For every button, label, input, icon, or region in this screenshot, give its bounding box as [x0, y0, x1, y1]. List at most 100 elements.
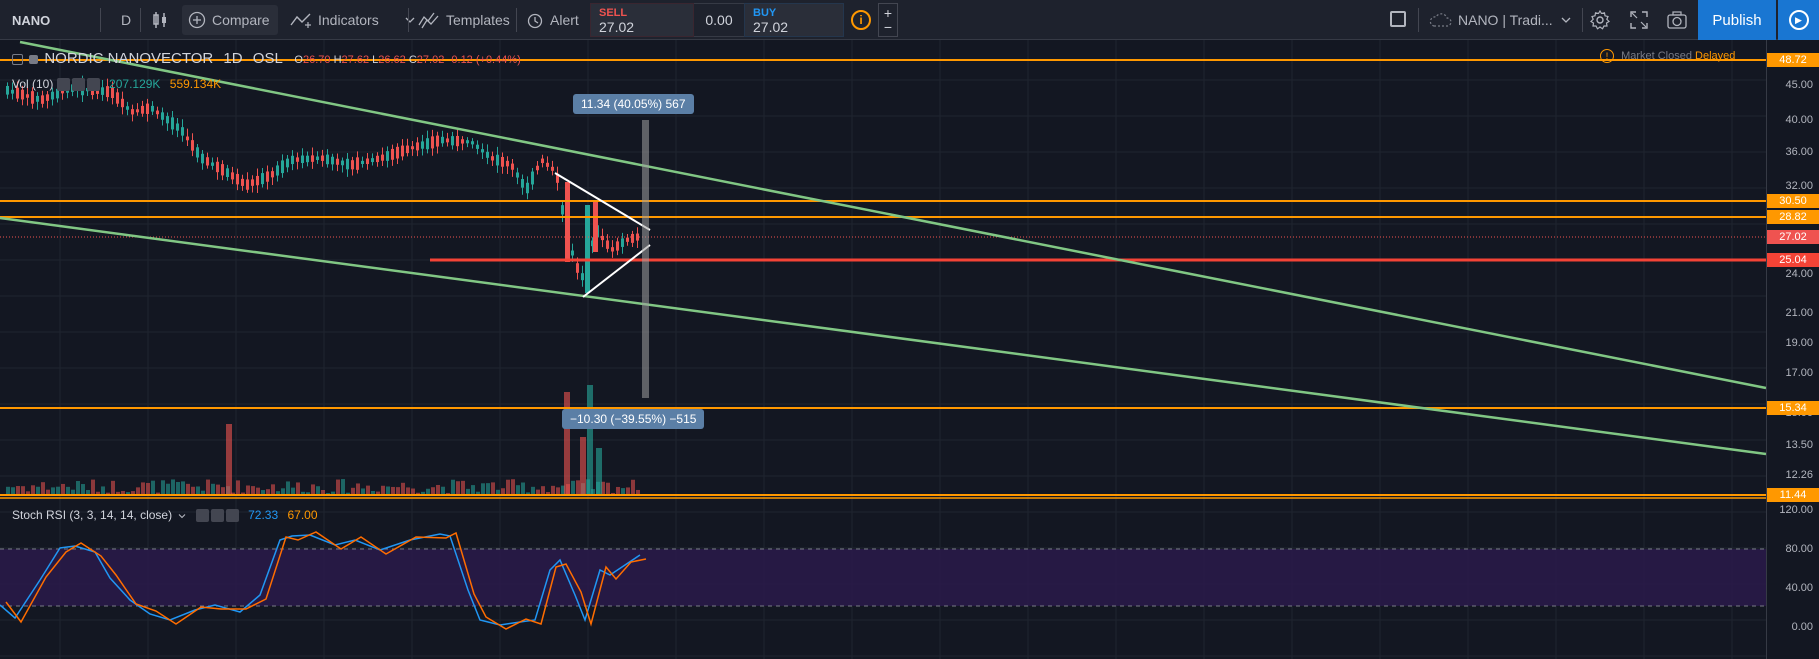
downtrend-upper-line[interactable]	[19, 40, 1767, 390]
alert-button[interactable]: Alert	[526, 0, 588, 40]
volume-bar	[41, 482, 45, 496]
toolbar-divider	[1418, 8, 1419, 32]
price-axis[interactable]: 45.00 40.00 36.00 32.00 24.00 21.00 19.0…	[1766, 40, 1819, 659]
fullscreen-toggle-button[interactable]: ▶	[1778, 0, 1819, 40]
volume-bar	[601, 481, 605, 496]
volume-bar	[456, 481, 460, 496]
price-tick: 17.00	[1785, 367, 1813, 379]
candle-body	[351, 160, 354, 170]
volume-bar	[311, 484, 315, 496]
stoch-rsi-k-line	[0, 533, 641, 626]
spread-value: 0.00	[694, 3, 744, 37]
candle-body	[156, 110, 159, 115]
volume-bar	[426, 488, 430, 496]
symbol-search[interactable]: NANO	[12, 12, 51, 28]
volume-bar	[486, 483, 490, 496]
chevron-down-icon[interactable]	[178, 513, 186, 519]
select-layout-icon[interactable]	[1390, 11, 1406, 27]
candle-body	[576, 263, 579, 273]
triangle-lower-line[interactable]	[582, 244, 651, 298]
triangle-upper-line[interactable]	[554, 172, 651, 231]
eye-icon[interactable]	[56, 78, 70, 92]
gear-icon[interactable]	[1589, 9, 1611, 31]
volume-bar	[536, 489, 540, 496]
camera-icon[interactable]	[1666, 9, 1688, 31]
volume-bar	[336, 479, 340, 496]
volume-bar	[381, 485, 385, 496]
candle-body	[541, 158, 544, 164]
ohlc-values: O26.70 H27.62 L26.62 C27.02 0.12 (+0.44%…	[294, 54, 520, 66]
volume-bar	[196, 486, 200, 496]
indicators-button[interactable]: Indicators	[290, 0, 415, 40]
volume-bar	[631, 479, 635, 496]
volume-bar	[571, 480, 575, 496]
decrease-button[interactable]: −	[883, 19, 893, 35]
collapse-icon[interactable]	[12, 53, 23, 65]
candle-body	[26, 94, 29, 98]
volume-bar	[216, 484, 220, 496]
candle-body	[626, 237, 629, 242]
volume-bar	[356, 483, 360, 496]
chart-type-button[interactable]	[148, 0, 172, 40]
volume-label[interactable]: Vol (10)	[12, 77, 54, 91]
price-range-measure[interactable]	[642, 120, 649, 398]
candle-body	[321, 155, 324, 161]
close-icon[interactable]	[86, 78, 100, 92]
eye-icon[interactable]	[195, 509, 209, 523]
compare-button[interactable]: Compare	[182, 5, 278, 35]
volume-bar	[564, 392, 570, 496]
buy-button[interactable]: BUY 27.02	[744, 3, 844, 37]
volume-bar	[51, 487, 55, 496]
volume-bar	[451, 479, 455, 496]
fullscreen-icon[interactable]	[1628, 9, 1650, 31]
candle-body	[231, 172, 234, 180]
close-icon[interactable]	[225, 509, 239, 523]
candle-body	[616, 241, 619, 251]
rsi-band	[0, 549, 1766, 606]
candles-icon	[153, 12, 166, 28]
candle-body	[336, 158, 339, 165]
volume-bar	[46, 489, 50, 496]
market-status-label: Market Closed	[1621, 49, 1692, 62]
volume-bar	[401, 482, 405, 496]
price-tick: 36.00	[1785, 146, 1813, 158]
interval-button[interactable]: D	[120, 12, 132, 28]
templates-button[interactable]: Templates	[418, 0, 510, 40]
layout-name-button[interactable]: NANO | Tradi...	[1428, 0, 1571, 40]
settings-icon[interactable]	[71, 78, 85, 92]
candle-body	[361, 160, 364, 165]
price-chart[interactable]	[0, 40, 1819, 659]
rsi-tick: 40.00	[1785, 582, 1813, 594]
candle-body	[111, 87, 114, 99]
volume-bar	[496, 489, 500, 496]
volume-bar	[491, 482, 495, 496]
info-icon[interactable]: i	[851, 10, 871, 30]
chevron-down-icon	[1561, 17, 1571, 23]
candle-body	[121, 98, 124, 108]
symbol-title[interactable]: NORDIC NANOVECTOR	[44, 50, 214, 67]
candle-body	[606, 240, 609, 249]
volume-bar	[11, 487, 15, 496]
cloud-icon	[1429, 13, 1452, 27]
last-price-tag: 27.02	[1767, 230, 1819, 244]
publish-button[interactable]: Publish	[1698, 0, 1776, 40]
volume-bars	[6, 385, 640, 496]
candle-body	[486, 151, 489, 158]
price-tick: 40.00	[1785, 114, 1813, 126]
candle-body	[101, 87, 104, 95]
downtrend-lower-line[interactable]	[0, 216, 1767, 456]
increase-button[interactable]: +	[883, 5, 893, 21]
volume-bar	[16, 486, 20, 496]
toolbar-divider	[516, 8, 517, 32]
market-status[interactable]: ! Market Closed Delayed	[1600, 49, 1735, 63]
stoch-rsi-label[interactable]: Stoch RSI (3, 3, 14, 14, close)	[12, 508, 173, 522]
candle-body	[601, 235, 604, 241]
measure-up-label: 11.34 (40.05%) 567	[573, 94, 694, 114]
sell-button[interactable]: SELL 27.02	[590, 3, 694, 37]
candle-body	[286, 158, 289, 168]
volume-bar	[541, 486, 545, 496]
volume-bar	[61, 483, 65, 496]
settings-icon[interactable]	[210, 509, 224, 523]
candle-body	[436, 135, 439, 147]
volume-bar	[621, 488, 625, 496]
